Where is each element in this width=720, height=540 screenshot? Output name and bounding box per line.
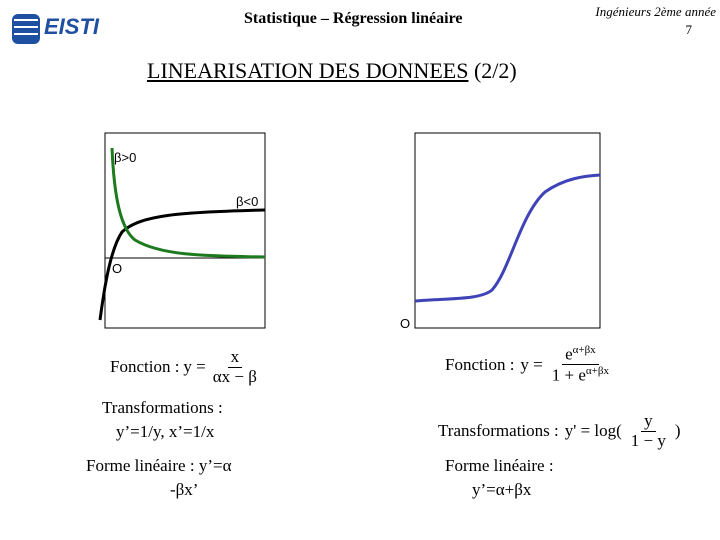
left-function: Fonction : y = x αx − β bbox=[110, 347, 260, 386]
right-transformation: Transformations : y' = log( y 1 − y ) bbox=[438, 411, 681, 450]
text-line: y’=1/y, x’=1/x bbox=[116, 422, 215, 441]
denominator: αx − β bbox=[212, 366, 257, 386]
base: 1 + e bbox=[551, 366, 586, 385]
formula-lhs: y' = log( bbox=[564, 421, 622, 441]
denominator: 1 + eα+βx bbox=[549, 365, 612, 385]
heading-part: (2/2) bbox=[473, 58, 517, 83]
text-line: y’=α+βx bbox=[472, 480, 532, 499]
base: e bbox=[565, 344, 573, 364]
text-line: Forme linéaire : bbox=[445, 456, 554, 475]
transformations-label: Transformations : bbox=[438, 421, 559, 441]
heading-main: LINEARISATION DES DONNEES bbox=[147, 58, 469, 83]
denominator: 1 − y bbox=[630, 430, 666, 450]
left-graph bbox=[98, 132, 266, 329]
exponent: α+βx bbox=[585, 365, 609, 378]
text-line: Transformations : bbox=[102, 398, 223, 417]
formula-lhs: y = bbox=[520, 354, 543, 374]
function-label: Fonction : bbox=[110, 357, 180, 377]
formula-close: ) bbox=[674, 421, 681, 441]
fraction: x αx − β bbox=[210, 347, 260, 386]
graph-label: β>0 bbox=[114, 150, 137, 165]
numerator: y bbox=[641, 411, 656, 432]
numerator: x bbox=[227, 347, 243, 368]
page-number: 7 bbox=[685, 22, 693, 37]
fraction: y 1 − y bbox=[628, 411, 669, 450]
logo-text: EISTI bbox=[44, 14, 100, 39]
formula-lhs: y = bbox=[183, 357, 206, 377]
header-title: Statistique – Régression linéaire bbox=[244, 10, 463, 27]
right-function: Fonction : y = eα+βx 1 + eα+βx bbox=[445, 344, 612, 386]
graph-label: O bbox=[112, 261, 123, 276]
text-line: Forme linéaire : y’=α bbox=[86, 456, 232, 475]
graph-label: O bbox=[400, 316, 411, 331]
heading: LINEARISATION DES DONNEES (2/2) bbox=[147, 58, 517, 84]
text-line: -βx’ bbox=[170, 480, 199, 499]
exponent: α+βx bbox=[572, 344, 596, 356]
right-graph bbox=[414, 132, 601, 329]
fraction: eα+βx 1 + eα+βx bbox=[549, 344, 612, 386]
logo-mark bbox=[12, 14, 40, 44]
numerator: eα+βx bbox=[562, 344, 599, 366]
graph-label: β<0 bbox=[236, 194, 259, 209]
function-label: Fonction : bbox=[445, 354, 515, 374]
course-name: Ingénieurs 2ème année bbox=[595, 4, 716, 19]
